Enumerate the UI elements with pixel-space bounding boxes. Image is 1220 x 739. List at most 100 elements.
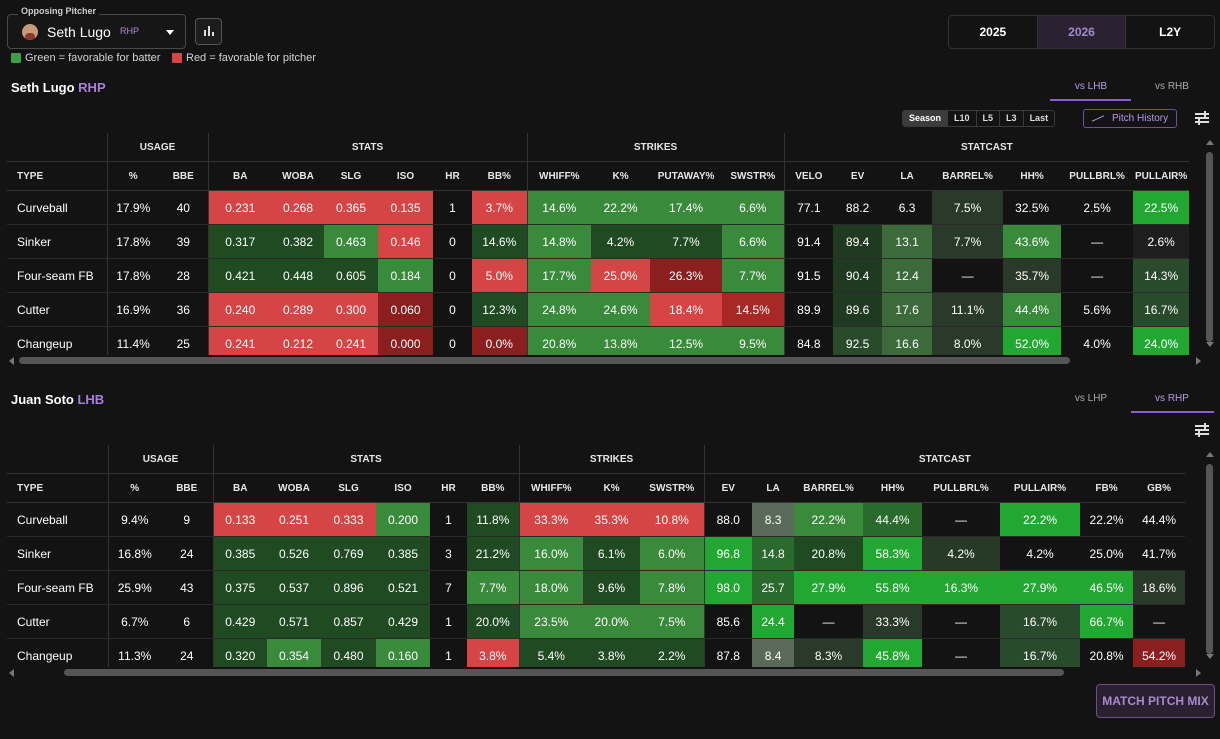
stat-cell: 5.6% — [1061, 292, 1134, 327]
table-row: Sinker 17.8% 39 0.317 0.382 0.463 0.146 0 14.6% 1… — [7, 224, 1190, 259]
season-2026[interactable]: 2026 — [1036, 16, 1126, 48]
pitcher-horizontal-scrollbar[interactable] — [19, 357, 1070, 364]
range-selector: Season L10 L5 L3 Last — [902, 110, 1056, 127]
season-l2y[interactable]: L2Y — [1125, 16, 1214, 48]
column-header[interactable]: % — [106, 161, 159, 191]
pitcher-vertical-scrollbar[interactable] — [1206, 152, 1213, 342]
table-row: Changeup 11.3% 24 0.320 0.354 0.480 0.160 1 3.8%… — [7, 638, 1186, 667]
column-header[interactable]: WHIFF% — [518, 473, 584, 503]
column-header[interactable]: K% — [583, 473, 641, 503]
stat-cell: 25.0% — [1080, 536, 1134, 571]
column-header[interactable]: EV — [703, 473, 753, 503]
stat-cell: 17.6 — [882, 292, 933, 327]
stat-cell: 89.6 — [833, 292, 883, 327]
column-header[interactable]: BBE — [159, 161, 208, 191]
column-header[interactable]: PULLAIR% — [1133, 161, 1190, 191]
column-header[interactable]: HH% — [863, 473, 923, 503]
column-header[interactable]: PULLBRL% — [1061, 161, 1134, 191]
column-header[interactable]: WOBA — [272, 161, 324, 191]
column-header[interactable]: PULLAIR% — [1000, 473, 1081, 503]
bar-chart-button[interactable] — [195, 18, 222, 45]
column-header[interactable]: TYPE — [7, 161, 107, 191]
batter-horizontal-scrollbar[interactable] — [64, 669, 1064, 676]
group-header: STATS — [207, 133, 528, 162]
column-header[interactable]: SLG — [324, 161, 378, 191]
tab-vs-rhp[interactable]: vs RHP — [1155, 393, 1189, 404]
column-header[interactable]: ISO — [376, 473, 430, 503]
range-l10[interactable]: L10 — [947, 111, 976, 126]
column-header[interactable]: TYPE — [7, 473, 108, 503]
column-header[interactable]: PUTAWAY% — [650, 161, 723, 191]
scroll-right-icon[interactable] — [1196, 669, 1201, 677]
stat-cell: 96.8 — [703, 536, 753, 571]
season-2025[interactable]: 2025 — [979, 25, 1007, 39]
column-header[interactable]: LA — [882, 161, 933, 191]
column-header[interactable]: HR — [430, 473, 467, 503]
column-header[interactable]: VELO — [783, 161, 834, 191]
column-header[interactable]: % — [107, 473, 161, 503]
column-header[interactable]: BA — [207, 161, 272, 191]
column-header[interactable]: BB% — [467, 473, 520, 503]
stat-cell: 2.6% — [1133, 224, 1190, 259]
range-l5[interactable]: L5 — [975, 111, 1000, 126]
stat-cell: 25.0% — [591, 258, 651, 293]
stat-cell: 0.184 — [378, 258, 433, 293]
column-header[interactable]: WOBA — [267, 473, 321, 503]
column-header[interactable]: BB% — [472, 161, 528, 191]
column-header[interactable]: SWSTR% — [722, 161, 785, 191]
tab-vs-lhb[interactable]: vs LHB — [1074, 81, 1108, 92]
scroll-down-icon[interactable] — [1206, 654, 1214, 659]
stat-cell: 14.8% — [526, 224, 592, 259]
column-header[interactable]: WHIFF% — [526, 161, 592, 191]
table-row: Curveball 17.9% 40 0.231 0.268 0.365 0.135 1 3.7… — [7, 190, 1190, 225]
stat-cell: 90.4 — [833, 258, 883, 293]
scroll-left-icon[interactable] — [9, 669, 14, 677]
stat-cell: 18.4% — [650, 292, 723, 327]
column-header[interactable]: FB% — [1080, 473, 1134, 503]
scroll-up-icon[interactable] — [1206, 452, 1214, 457]
column-header[interactable]: EV — [833, 161, 883, 191]
tune-icon[interactable] — [1195, 423, 1209, 437]
stat-cell: 11.3% — [107, 638, 161, 667]
pitcher-select[interactable]: Opposing Pitcher Seth Lugo RHP — [7, 6, 186, 49]
stat-cell: 0.354 — [267, 638, 321, 667]
column-header[interactable]: BA — [212, 473, 267, 503]
stat-cell: 8.0% — [932, 326, 1004, 355]
match-pitch-mix-button[interactable]: MATCH PITCH MIX — [1096, 684, 1215, 718]
scroll-right-icon[interactable] — [1196, 357, 1201, 365]
pitch-type-cell: Curveball — [7, 190, 107, 225]
stat-cell: 17.8% — [106, 224, 159, 259]
stat-cell: 3.8% — [583, 638, 641, 667]
column-header[interactable]: K% — [591, 161, 651, 191]
scroll-up-icon[interactable] — [1206, 140, 1214, 145]
range-l3[interactable]: L3 — [999, 111, 1023, 126]
column-header[interactable]: GB% — [1133, 473, 1186, 503]
stat-cell: 6 — [161, 604, 213, 639]
batter-vertical-scrollbar[interactable] — [1206, 464, 1213, 654]
column-header[interactable]: LA — [752, 473, 795, 503]
column-header[interactable]: SWSTR% — [640, 473, 705, 503]
pitch-history-button[interactable]: Pitch History — [1083, 109, 1178, 128]
column-header[interactable]: ISO — [378, 161, 433, 191]
column-header[interactable]: HR — [433, 161, 472, 191]
stat-cell: 88.0 — [703, 502, 753, 537]
stat-cell: 0.241 — [207, 326, 272, 355]
stat-cell: 0.000 — [378, 326, 433, 355]
tab-vs-rhb[interactable]: vs RHB — [1155, 81, 1189, 92]
column-header[interactable]: BARREL% — [794, 473, 864, 503]
column-header[interactable]: BARREL% — [932, 161, 1004, 191]
range-season[interactable]: Season — [903, 111, 948, 126]
column-header[interactable]: PULLBRL% — [922, 473, 1001, 503]
scroll-left-icon[interactable] — [9, 357, 14, 365]
stat-cell: 0.521 — [376, 570, 430, 605]
column-header[interactable]: HH% — [1003, 161, 1062, 191]
column-header[interactable]: BBE — [161, 473, 213, 503]
pitcher-section-hand: RHP — [78, 80, 106, 95]
range-last[interactable]: Last — [1022, 111, 1055, 126]
column-header[interactable]: SLG — [321, 473, 376, 503]
scroll-down-icon[interactable] — [1206, 342, 1214, 347]
stat-cell: 7.7% — [467, 570, 520, 605]
tune-icon[interactable] — [1195, 111, 1209, 125]
stat-cell: 0.212 — [272, 326, 324, 355]
tab-vs-lhp[interactable]: vs LHP — [1074, 393, 1108, 404]
